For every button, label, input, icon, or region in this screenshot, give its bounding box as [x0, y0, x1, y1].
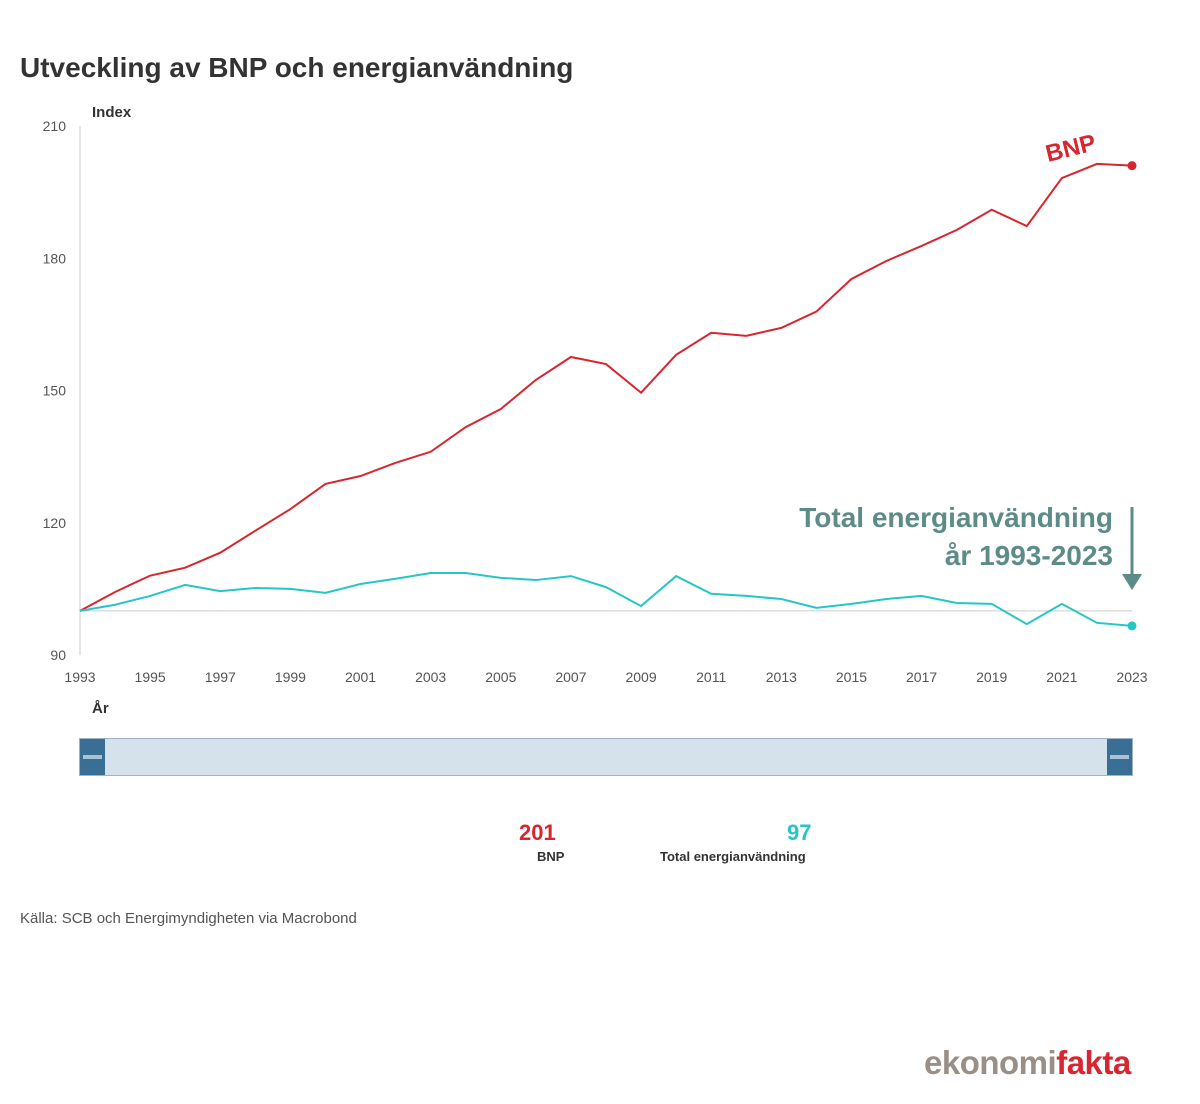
x-tick-label: 2003: [415, 669, 446, 685]
energy-value: 97: [787, 820, 812, 845]
energy-value-label: Total energianvändning: [660, 849, 806, 864]
grip-icon: [83, 755, 102, 759]
energy-annotation-line1: Total energianvändning: [799, 502, 1113, 533]
x-tick-label: 2021: [1046, 669, 1077, 685]
y-axis-label: Index: [92, 104, 132, 121]
grip-icon: [1110, 755, 1129, 759]
chart-title: Utveckling av BNP och energianvändning: [20, 52, 574, 83]
series-end-point: [1127, 621, 1137, 631]
slider-handle-end[interactable]: [1107, 739, 1132, 775]
x-tick-label: 1995: [135, 669, 166, 685]
x-tick-label: 2019: [976, 669, 1007, 685]
y-tick-label: 210: [43, 118, 67, 134]
y-tick-label: 180: [43, 250, 67, 266]
source-note: Källa: SCB och Energimyndigheten via Mac…: [20, 910, 357, 927]
series-line-bnp: [79, 162, 1133, 612]
energy-annotation-line2: år 1993-2023: [945, 540, 1113, 571]
series-line-energy: [79, 572, 1133, 627]
bnp-value-label: BNP: [537, 849, 565, 864]
x-tick-label: 2023: [1116, 669, 1147, 685]
ekonomifakta-logo: ekonomifakta: [924, 1044, 1131, 1081]
bnp-annotation: BNP: [1043, 129, 1099, 167]
y-tick-label: 120: [43, 515, 67, 531]
x-tick-label: 1999: [275, 669, 306, 685]
line-chart: 90 120 150 180 210 1993 1995 1997 1999 2001 2003 20…: [43, 118, 1148, 685]
arrow-head-icon: [1122, 574, 1142, 590]
x-tick-label: 2013: [766, 669, 797, 685]
x-tick-label: 2017: [906, 669, 937, 685]
slider-handle-start[interactable]: [80, 739, 105, 775]
range-slider[interactable]: [79, 738, 1133, 776]
x-tick-label: 2005: [485, 669, 516, 685]
x-tick-label: 1997: [205, 669, 236, 685]
x-tick-label: 1993: [64, 669, 95, 685]
y-tick-label: 150: [43, 383, 67, 399]
x-tick-label: 2015: [836, 669, 867, 685]
y-tick-label: 90: [50, 647, 66, 663]
bnp-value: 201: [519, 820, 556, 845]
x-tick-label: 2007: [555, 669, 586, 685]
x-axis-label: År: [92, 700, 109, 717]
x-tick-label: 2001: [345, 669, 376, 685]
x-tick-label: 2011: [696, 669, 726, 685]
x-tick-label: 2009: [625, 669, 656, 685]
series-end-point: [1127, 161, 1137, 171]
